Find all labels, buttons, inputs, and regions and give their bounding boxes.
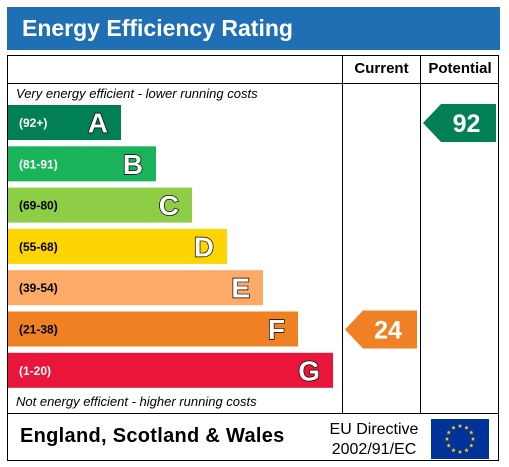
band-bar-f bbox=[8, 311, 298, 347]
eu-directive: EU Directive 2002/91/EC bbox=[320, 420, 428, 460]
eu-star-icon bbox=[451, 447, 456, 453]
eu-star-icon bbox=[464, 447, 469, 453]
column-header-potential: Potential bbox=[428, 60, 492, 77]
footer-divider bbox=[7, 413, 499, 414]
band-range-a: (92+) bbox=[19, 116, 47, 130]
band-letter-b: B bbox=[123, 149, 143, 180]
band-bar-c bbox=[8, 187, 192, 223]
band-bar-a bbox=[8, 105, 121, 140]
potential-rating-value: 92 bbox=[453, 110, 481, 138]
chart-title: Energy Efficiency Rating bbox=[22, 15, 293, 41]
eu-star-icon bbox=[451, 425, 456, 430]
bottom-note: Not energy efficient - higher running co… bbox=[16, 394, 257, 409]
eu-star-icon bbox=[468, 443, 474, 448]
band-range-d: (55-68) bbox=[19, 240, 58, 254]
eu-star-icon bbox=[446, 443, 452, 448]
band-letter-g: G bbox=[298, 355, 320, 386]
current-rating-arrow bbox=[345, 310, 417, 349]
current-rating-value: 24 bbox=[374, 317, 402, 345]
header-divider bbox=[7, 83, 499, 84]
band-letter-c: C bbox=[159, 190, 179, 221]
band-letter-e: E bbox=[231, 273, 250, 304]
eu-star-icon bbox=[446, 430, 452, 435]
band-range-f: (21-38) bbox=[19, 323, 58, 337]
eu-star-icon bbox=[464, 425, 469, 430]
top-note: Very energy efficient - lower running co… bbox=[16, 86, 258, 101]
potential-rating-arrow bbox=[423, 104, 496, 142]
eu-star-icon bbox=[444, 436, 450, 441]
eu-star-icon bbox=[470, 436, 476, 441]
column-divider-current bbox=[342, 55, 343, 413]
eu-directive-line1: EU Directive bbox=[329, 421, 419, 438]
column-divider-potential bbox=[420, 55, 421, 413]
title-bar: Energy Efficiency Rating bbox=[7, 7, 500, 50]
band-letter-d: D bbox=[194, 231, 214, 262]
rating-frame bbox=[7, 55, 499, 461]
band-letter-f: F bbox=[268, 314, 285, 345]
eu-flag-icon bbox=[431, 419, 489, 459]
band-bar-d bbox=[8, 228, 227, 264]
band-range-b: (81-91) bbox=[19, 157, 58, 171]
band-range-g: (1-20) bbox=[19, 364, 51, 378]
band-range-c: (69-80) bbox=[19, 199, 58, 213]
band-range-e: (39-54) bbox=[19, 281, 58, 295]
column-header-current: Current bbox=[354, 60, 409, 77]
eu-directive-line2: 2002/91/EC bbox=[331, 441, 417, 458]
band-bar-b bbox=[8, 146, 156, 182]
footer-region: England, Scotland & Wales bbox=[20, 425, 285, 447]
eu-star-icon bbox=[468, 430, 474, 435]
band-bar-g bbox=[8, 352, 333, 388]
band-letter-a: A bbox=[88, 108, 108, 139]
band-bar-e bbox=[8, 270, 263, 306]
eu-star-icon bbox=[457, 423, 463, 428]
eu-star-icon bbox=[457, 449, 463, 454]
